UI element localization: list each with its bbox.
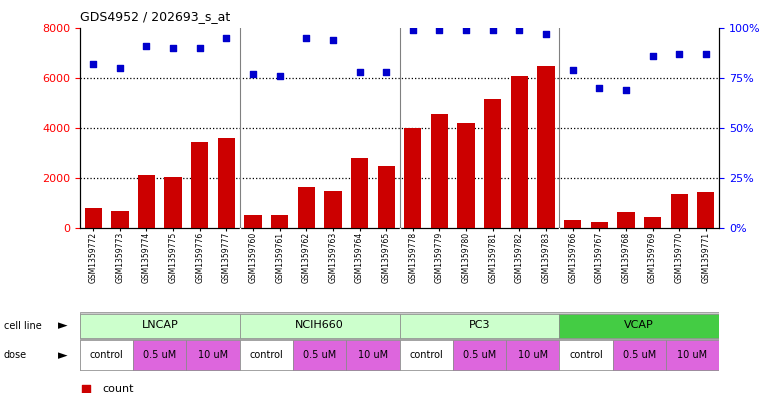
Bar [346,340,400,370]
Bar [240,314,400,338]
Text: count: count [102,384,134,393]
Point [540,30,552,37]
Point [87,61,99,67]
Text: 10 uM: 10 uM [198,350,228,360]
Bar [133,340,186,370]
Bar [431,114,448,228]
Bar [666,340,719,370]
Bar [80,340,133,370]
Text: 10 uM: 10 uM [517,350,548,360]
Point [487,26,499,33]
Bar [377,166,395,228]
Bar [613,340,666,370]
Bar [453,340,506,370]
Bar [457,123,475,228]
Point [353,68,365,75]
Text: 0.5 uM: 0.5 uM [622,350,656,360]
Text: NCIH660: NCIH660 [295,320,344,330]
Bar [186,340,240,370]
Text: ►: ► [58,319,67,332]
Bar [400,314,559,338]
Point [327,37,339,43]
Point [647,52,659,59]
Bar [670,194,688,228]
Text: 0.5 uM: 0.5 uM [303,350,336,360]
Bar [84,208,102,228]
Bar [240,340,293,370]
Text: control: control [409,350,443,360]
Bar [591,222,608,228]
Bar [80,314,240,338]
Text: control: control [569,350,603,360]
Bar [111,211,129,228]
Text: PC3: PC3 [469,320,490,330]
Bar [324,191,342,228]
Point [274,72,286,79]
Point [80,386,92,392]
Point [300,35,313,41]
Bar [244,215,262,228]
Bar [559,314,719,338]
Text: 0.5 uM: 0.5 uM [143,350,177,360]
Point [140,42,152,49]
Bar [617,212,635,228]
Text: control: control [90,350,123,360]
Point [566,66,579,73]
Bar [506,340,559,370]
Text: dose: dose [4,350,27,360]
Point [619,86,632,93]
Bar [511,76,528,228]
Point [221,35,233,41]
Bar [400,340,453,370]
Text: VCAP: VCAP [624,320,654,330]
Point [247,70,259,77]
Point [114,64,126,71]
Text: GDS4952 / 202693_s_at: GDS4952 / 202693_s_at [80,10,230,23]
Point [594,84,606,91]
Bar [138,175,155,228]
Bar [564,220,581,228]
Bar [537,66,555,228]
Text: control: control [250,350,283,360]
Text: 10 uM: 10 uM [358,350,388,360]
Text: 0.5 uM: 0.5 uM [463,350,496,360]
Point [700,50,712,57]
Point [673,50,686,57]
Bar [271,215,288,228]
Point [514,26,526,33]
Bar [484,99,501,228]
Bar [293,340,346,370]
Bar [559,340,613,370]
Point [460,26,473,33]
Bar [164,176,182,228]
Text: LNCAP: LNCAP [142,320,178,330]
Bar [351,158,368,228]
Bar [218,138,235,228]
Text: ►: ► [58,349,67,362]
Text: 10 uM: 10 uM [677,350,708,360]
Text: cell line: cell line [4,321,42,331]
Point [407,26,419,33]
Point [167,44,180,51]
Bar [191,141,209,228]
Bar [298,187,315,228]
Bar [644,217,661,228]
Point [380,68,393,75]
Point [434,26,446,33]
Bar [404,128,422,228]
Point [193,44,205,51]
Bar [697,192,715,228]
